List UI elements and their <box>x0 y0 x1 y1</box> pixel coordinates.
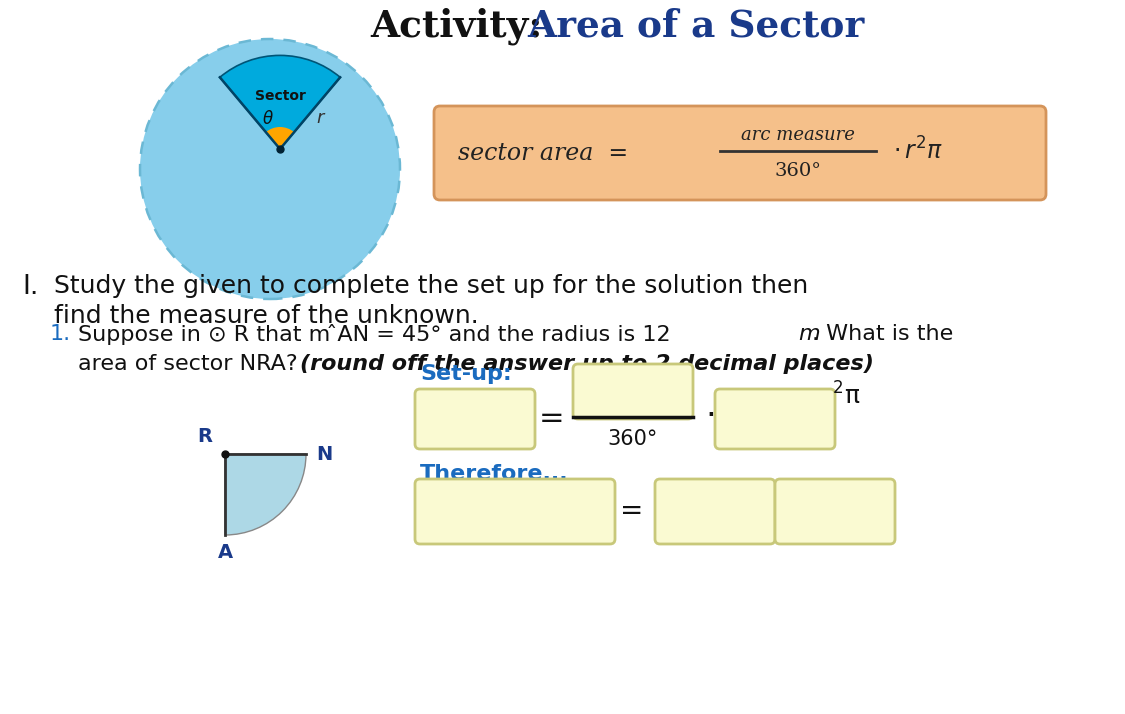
Text: 360°: 360° <box>774 162 821 180</box>
FancyBboxPatch shape <box>415 389 536 449</box>
Text: find the measure of the unknown.: find the measure of the unknown. <box>54 304 479 328</box>
Text: N: N <box>316 445 332 463</box>
Text: Therefore...: Therefore... <box>420 464 568 484</box>
Wedge shape <box>219 56 340 149</box>
Text: Area of a Sector: Area of a Sector <box>526 8 864 44</box>
FancyBboxPatch shape <box>775 479 896 544</box>
Text: $r$: $r$ <box>316 109 326 126</box>
Text: =: = <box>620 498 643 526</box>
Text: Sector: Sector <box>254 89 306 103</box>
Text: arc measure: arc measure <box>741 126 855 144</box>
Text: (round off the answer up to 2 decimal places): (round off the answer up to 2 decimal pl… <box>300 354 874 374</box>
FancyBboxPatch shape <box>716 389 835 449</box>
FancyBboxPatch shape <box>415 479 615 544</box>
Circle shape <box>130 379 310 559</box>
Text: Activity:: Activity: <box>370 7 556 45</box>
Wedge shape <box>266 127 294 149</box>
Text: Set-up:: Set-up: <box>420 364 512 384</box>
Text: R: R <box>198 426 213 446</box>
Text: Suppose in ⊙ R that m ̂AN = 45° and the radius is 12: Suppose in ⊙ R that m ̂AN = 45° and the … <box>78 324 670 345</box>
Text: . What is the: . What is the <box>812 324 953 344</box>
Text: 2: 2 <box>832 379 844 397</box>
Text: 360°: 360° <box>608 429 658 449</box>
Wedge shape <box>225 454 306 535</box>
Text: 1.: 1. <box>50 324 71 344</box>
Text: $\cdot\, r^2\pi$: $\cdot\, r^2\pi$ <box>893 137 943 165</box>
Text: A: A <box>217 543 233 563</box>
Text: area of sector NRA?: area of sector NRA? <box>78 354 305 374</box>
Text: π: π <box>844 384 860 408</box>
FancyBboxPatch shape <box>573 364 693 419</box>
Circle shape <box>140 39 400 299</box>
FancyBboxPatch shape <box>655 479 775 544</box>
Text: ·: · <box>705 401 717 433</box>
Text: Study the given to complete the set up for the solution then: Study the given to complete the set up f… <box>54 274 808 298</box>
Text: =: = <box>539 405 565 433</box>
Text: $\theta$: $\theta$ <box>262 110 273 128</box>
Text: I.: I. <box>22 274 38 300</box>
FancyBboxPatch shape <box>434 106 1046 200</box>
Text: sector area  =: sector area = <box>458 141 628 164</box>
Text: m: m <box>798 324 820 344</box>
